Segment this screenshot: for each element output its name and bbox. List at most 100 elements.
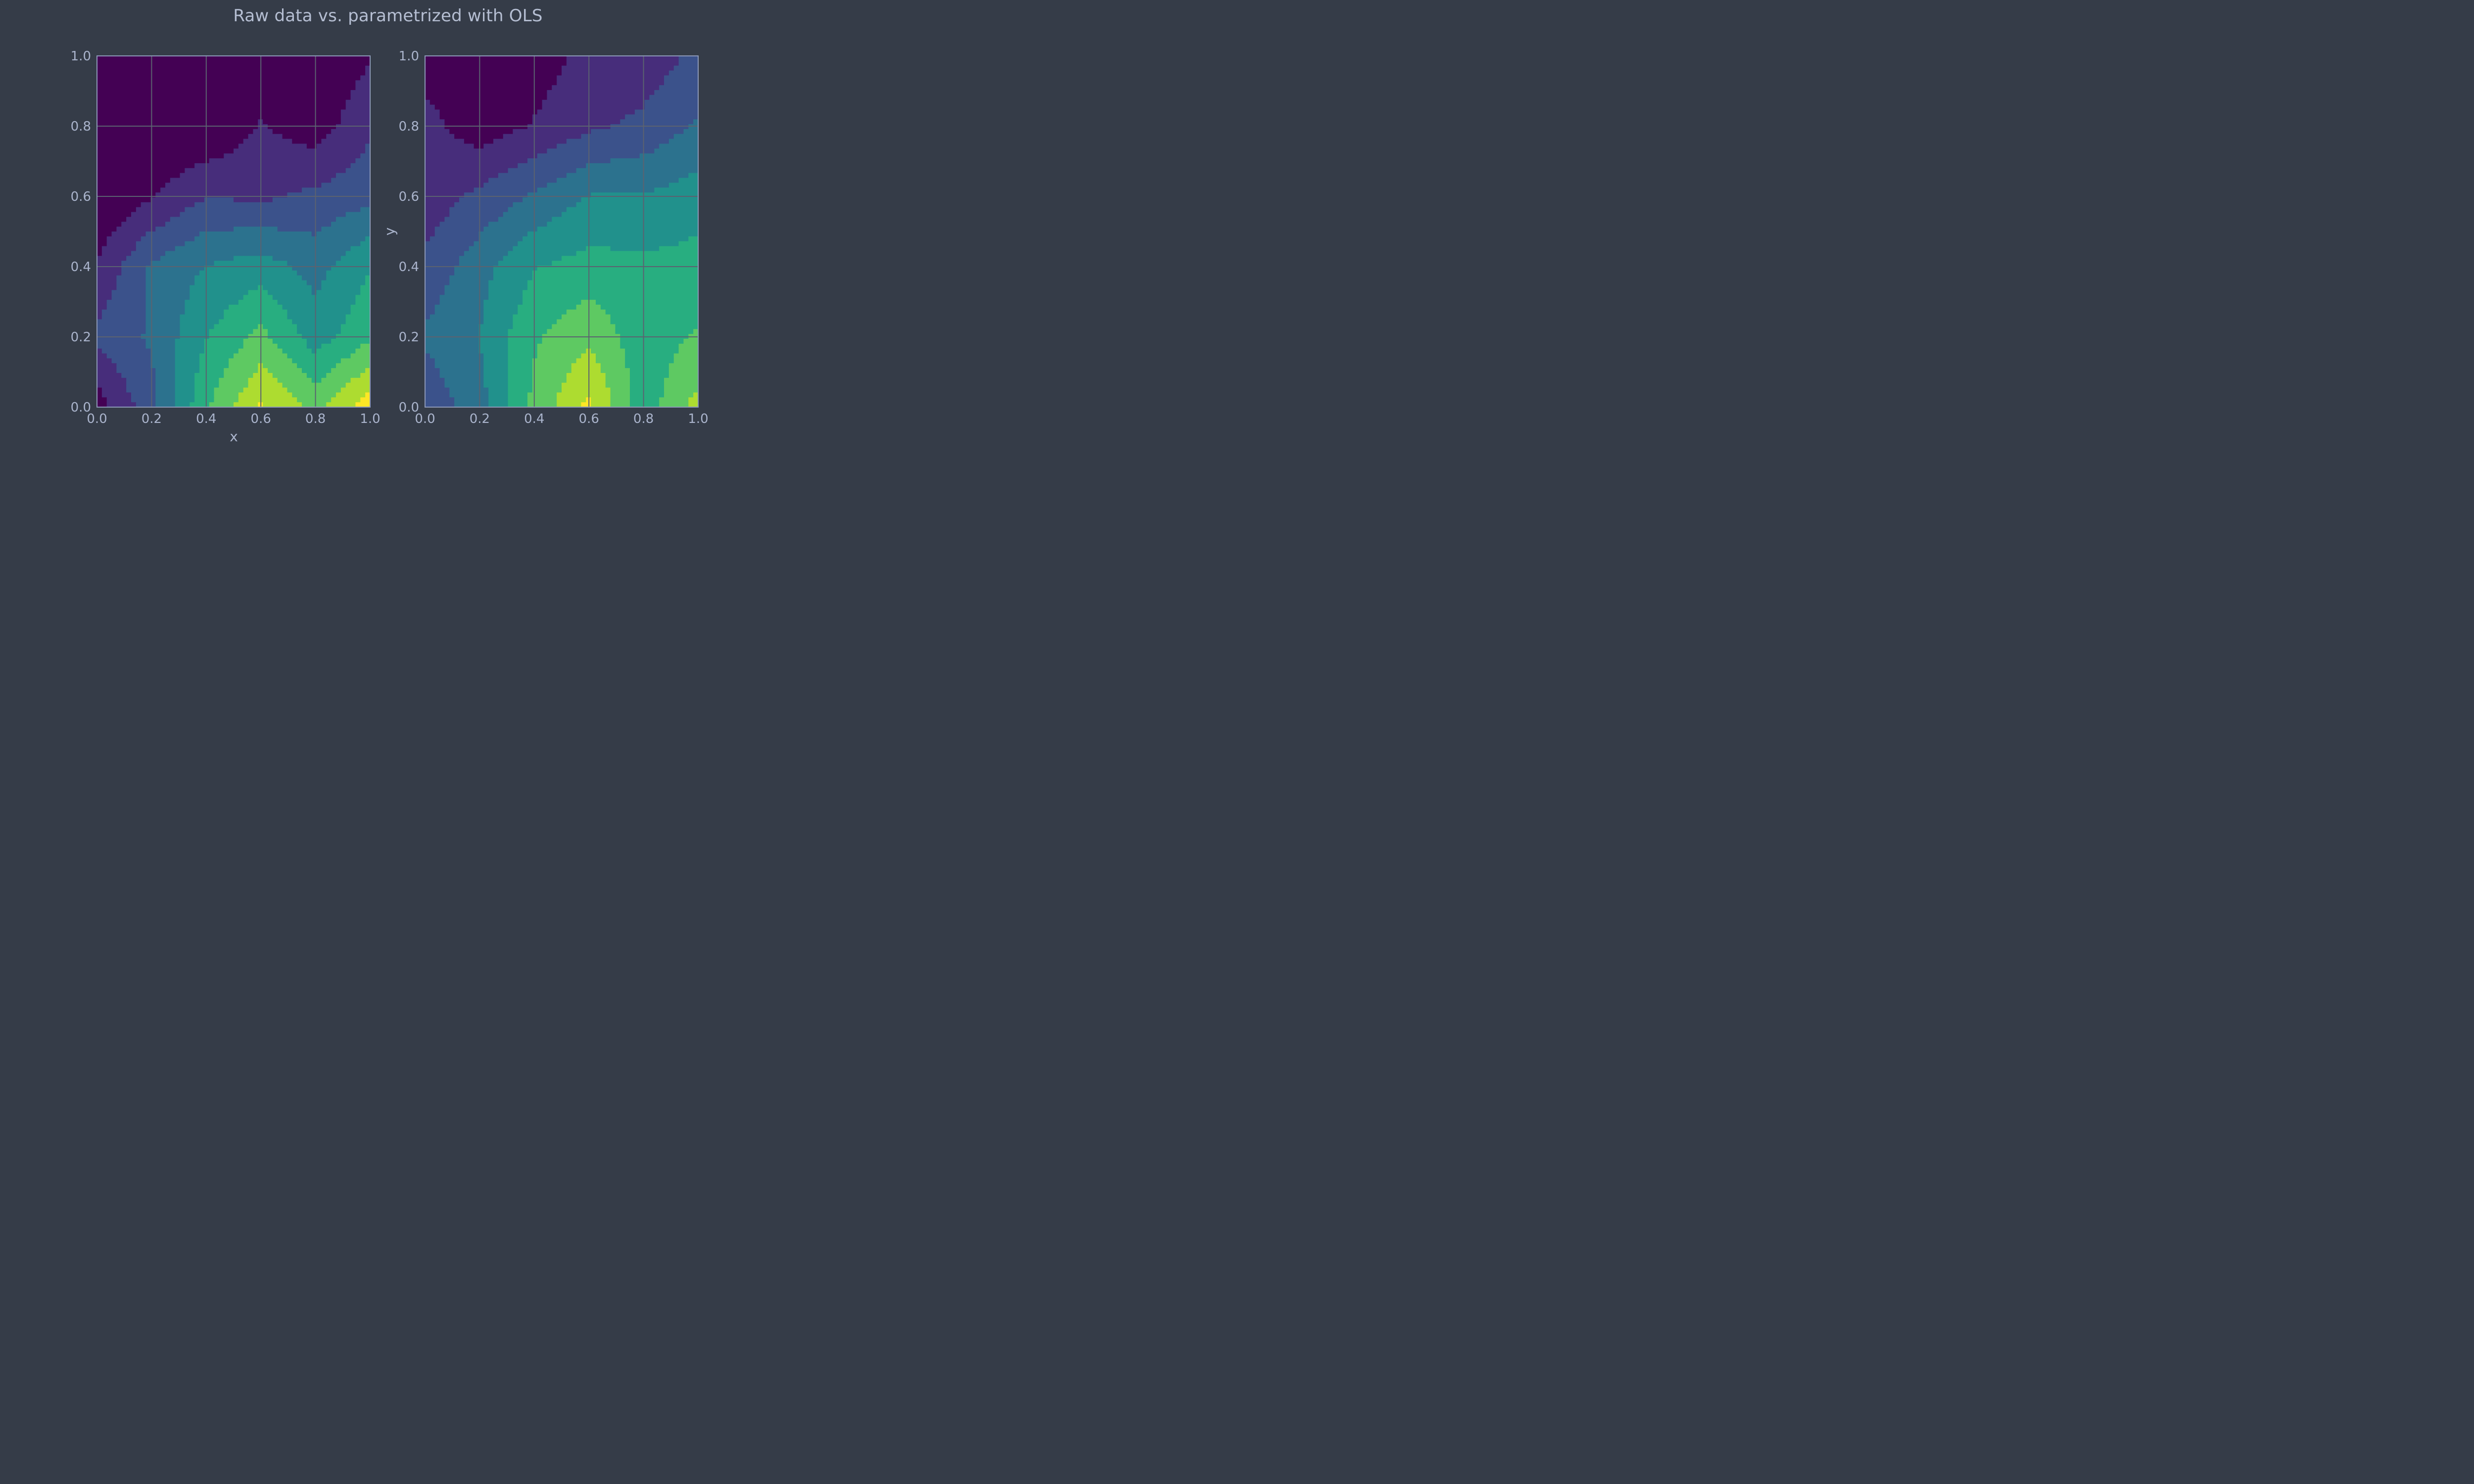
contour-cell: [557, 109, 562, 115]
contour-cell: [596, 99, 601, 105]
contour-cell: [170, 114, 176, 120]
contour-cell: [272, 261, 278, 266]
contour-cell: [659, 94, 665, 100]
contour-cell: [331, 363, 336, 369]
contour-cell: [234, 387, 239, 393]
contour-cell: [306, 295, 312, 300]
contour-cell: [175, 329, 181, 334]
contour-cell: [350, 129, 356, 135]
contour-cell: [111, 80, 117, 86]
contour-cell: [498, 129, 504, 135]
contour-cell: [185, 387, 190, 393]
contour-cell: [204, 290, 210, 295]
contour-cell: [434, 56, 440, 61]
contour-cell: [355, 168, 361, 174]
contour-cell: [253, 80, 258, 86]
contour-cell: [253, 363, 258, 369]
contour-cell: [302, 148, 307, 154]
contour-cell: [219, 397, 224, 403]
contour-cell: [243, 134, 249, 139]
contour-cell: [365, 90, 371, 95]
contour-cell: [302, 402, 307, 408]
contour-cell: [106, 90, 112, 95]
contour-cell: [136, 143, 142, 149]
contour-cell: [634, 114, 640, 120]
contour-cell: [224, 275, 229, 281]
contour-cell: [180, 202, 186, 208]
contour-cell: [180, 153, 186, 159]
contour-cell: [459, 60, 465, 66]
contour-cell: [444, 75, 450, 81]
contour-cell: [165, 232, 171, 237]
contour-cell: [272, 343, 278, 349]
contour-cell: [454, 124, 460, 130]
contour-cell: [287, 139, 292, 144]
contour-cell: [219, 192, 224, 198]
contour-cell: [97, 402, 102, 408]
contour-cell: [224, 168, 229, 174]
contour-cell: [306, 236, 312, 242]
contour-cell: [340, 85, 346, 91]
contour-cell: [234, 241, 239, 247]
contour-cell: [326, 304, 332, 310]
contour-cell: [229, 212, 234, 218]
contour-cell: [360, 207, 366, 213]
contour-cell: [365, 275, 371, 281]
contour-cell: [190, 358, 195, 364]
contour-cell: [268, 270, 273, 276]
contour-cell: [101, 304, 107, 310]
contour-cell: [145, 94, 151, 100]
contour-cell: [345, 173, 351, 179]
contour-cell: [229, 163, 234, 169]
contour-cell: [165, 114, 171, 120]
contour-cell: [326, 158, 332, 164]
contour-cell: [126, 75, 132, 81]
contour-cell: [302, 329, 307, 334]
contour-cell: [673, 114, 679, 120]
contour-cell: [126, 329, 132, 334]
contour-cell: [547, 109, 552, 115]
contour-cell: [136, 178, 142, 183]
contour-cell: [474, 56, 479, 61]
contour-cell: [141, 90, 146, 95]
contour-cell: [350, 70, 356, 76]
contour-cell: [165, 217, 171, 222]
contour-cell: [321, 99, 327, 105]
contour-cell: [136, 392, 142, 398]
contour-cell: [345, 314, 351, 320]
contour-cell: [345, 217, 351, 222]
contour-cell: [155, 129, 161, 135]
contour-cell: [542, 109, 548, 115]
contour-cell: [238, 75, 244, 81]
contour-cell: [209, 114, 215, 120]
contour-cell: [326, 139, 332, 144]
contour-cell: [248, 309, 254, 315]
contour-cell: [101, 241, 107, 247]
contour-cell: [654, 60, 660, 66]
contour-cell: [277, 202, 283, 208]
contour-cell: [302, 314, 307, 320]
contour-cell: [165, 319, 171, 325]
contour-cell: [527, 99, 533, 105]
contour-cell: [180, 65, 186, 71]
contour-cell: [360, 75, 366, 81]
contour-cell: [194, 251, 200, 256]
contour-cell: [493, 65, 499, 71]
contour-cell: [185, 402, 190, 408]
x-tick-label: 0.6: [251, 412, 271, 426]
contour-cell: [639, 129, 645, 135]
contour-cell: [311, 94, 317, 100]
contour-cell: [302, 241, 307, 247]
contour-cell: [155, 94, 161, 100]
contour-cell: [224, 309, 229, 315]
contour-cell: [360, 353, 366, 359]
contour-cell: [287, 314, 292, 320]
contour-cell: [649, 60, 655, 66]
contour-cell: [204, 158, 210, 164]
contour-cell: [306, 173, 312, 179]
contour-cell: [350, 338, 356, 344]
contour-cell: [141, 324, 146, 329]
contour-cell: [557, 124, 562, 130]
contour-cell: [365, 129, 371, 135]
contour-cell: [350, 139, 356, 144]
